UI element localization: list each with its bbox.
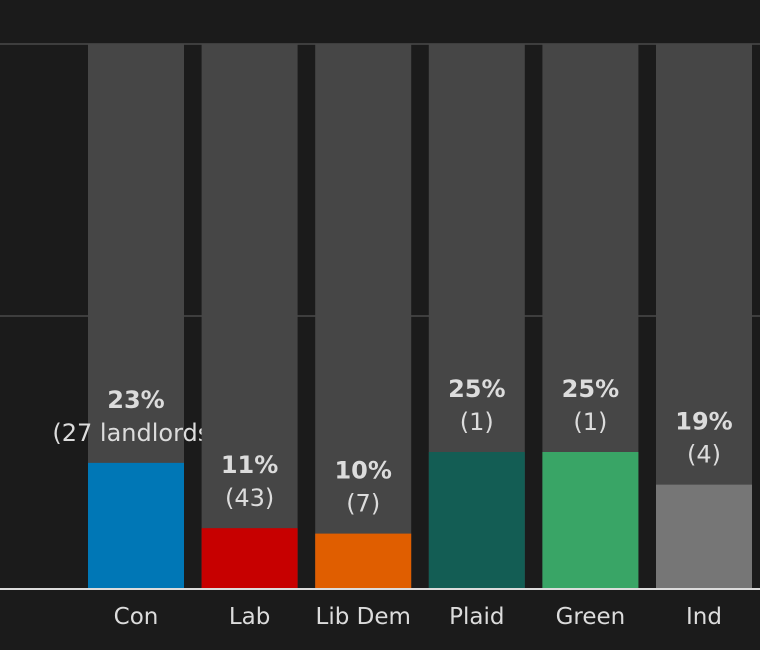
category-label-lib-dem: Lib Dem [316,604,411,630]
count-label-lib-dem: (7) [346,490,380,518]
count-label-lab: (43) [225,484,274,512]
value-label-ind: 19% [675,408,732,436]
bar-lab [201,528,298,588]
category-label-green: Green [556,604,626,630]
count-label-green: (1) [573,408,607,436]
value-label-green: 25% [562,375,619,403]
bar-lib-dem [315,533,412,588]
bar-track-lab [201,44,298,588]
bar-plaid [428,452,525,588]
value-label-con: 23% [107,386,164,414]
category-label-ind: Ind [686,604,722,630]
category-label-plaid: Plaid [449,604,504,630]
bar-track-lib-dem [315,44,412,588]
bar-ind [656,484,752,588]
count-label-ind: (4) [687,441,721,469]
value-label-lab: 11% [221,451,278,479]
bars-group: 23% (27 landlords) Con 11% (43) Lab 10% (7) Lib … [52,44,752,630]
value-label-plaid: 25% [448,375,505,403]
count-label-plaid: (1) [460,408,494,436]
count-label-con: (27 landlords) [52,419,219,447]
value-label-lib-dem: 10% [334,457,391,485]
bar-green [542,452,639,588]
category-label-lab: Lab [229,604,271,630]
bar-con [88,462,184,588]
category-label-con: Con [114,604,159,630]
